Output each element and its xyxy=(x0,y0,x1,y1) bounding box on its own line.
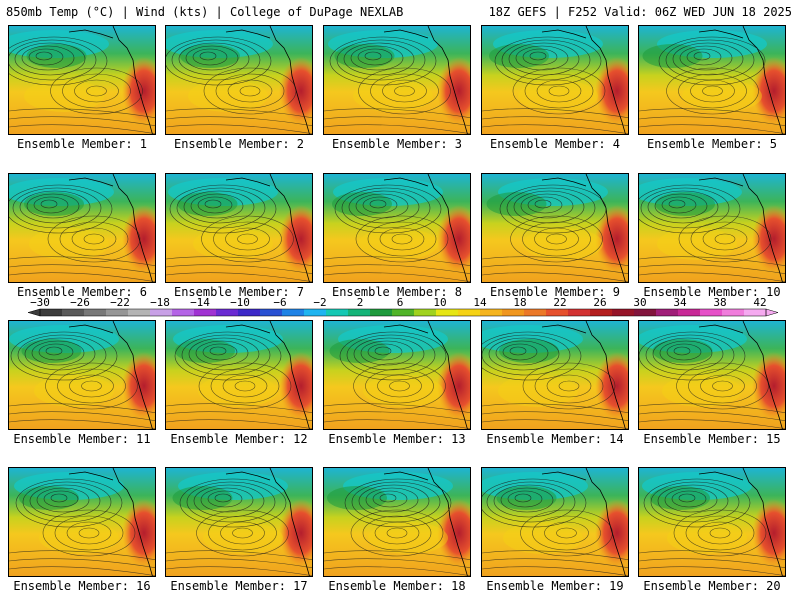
ensemble-member-map xyxy=(638,320,786,430)
ensemble-member-label: Ensemble Member: 2 xyxy=(173,137,305,151)
ensemble-member-label: Ensemble Member: 1 xyxy=(16,137,148,151)
colorbar-segment xyxy=(678,309,701,316)
colorbar-segment xyxy=(480,309,503,316)
ensemble-member-map xyxy=(481,320,629,430)
colorbar-segment xyxy=(392,309,415,316)
temperature-colorbar: −30 −26 −22 −18 −14 −10 −6 −2 2 6 10 14 18 22 26 30 34 38… xyxy=(27,296,779,317)
colorbar-tick-label: 22 xyxy=(553,296,566,309)
colorbar-tick-label: −14 xyxy=(190,296,210,309)
colorbar-segment xyxy=(194,309,217,316)
ensemble-member-label: Ensemble Member: 16 xyxy=(13,579,151,593)
ensemble-member-map xyxy=(638,173,786,283)
colorbar-tick-label: −2 xyxy=(313,296,326,309)
colorbar-segment xyxy=(612,309,635,316)
ensemble-member-label: Ensemble Member: 19 xyxy=(486,579,624,593)
colorbar-tick-label: 2 xyxy=(357,296,364,309)
colorbar-segment xyxy=(722,309,745,316)
colorbar-segment xyxy=(84,309,107,316)
colorbar-tick-label: −26 xyxy=(70,296,90,309)
ensemble-member-label: Ensemble Member: 14 xyxy=(486,432,624,446)
ensemble-member-label: Ensemble Member: 6 xyxy=(16,285,148,299)
colorbar-segment xyxy=(128,309,151,316)
ensemble-member-label: Ensemble Member: 17 xyxy=(170,579,308,593)
ensemble-member-map xyxy=(165,25,313,135)
colorbar-segment xyxy=(238,309,261,316)
colorbar-tick-label: 42 xyxy=(753,296,766,309)
colorbar-segment xyxy=(546,309,569,316)
colorbar-segment xyxy=(590,309,613,316)
ensemble-member-label: Ensemble Member: 9 xyxy=(489,285,621,299)
colorbar-segment xyxy=(348,309,371,316)
colorbar-segment xyxy=(634,309,657,316)
colorbar-tick-label: −6 xyxy=(273,296,286,309)
ensemble-member-map xyxy=(323,467,471,577)
colorbar-segment xyxy=(458,309,481,316)
colorbar-tick-label: 6 xyxy=(397,296,404,309)
colorbar-tick-label: 34 xyxy=(673,296,687,309)
ensemble-member-label: Ensemble Member: 7 xyxy=(173,285,305,299)
ensemble-member-map xyxy=(8,320,156,430)
ensemble-member-label: Ensemble Member: 18 xyxy=(328,579,466,593)
colorbar-segment xyxy=(370,309,393,316)
colorbar-outline xyxy=(39,308,767,317)
ensemble-member-map xyxy=(481,25,629,135)
colorbar-segment xyxy=(568,309,591,316)
ensemble-member-label: Ensemble Member: 4 xyxy=(489,137,621,151)
colorbar-segment xyxy=(304,309,327,316)
ensemble-member-map xyxy=(638,25,786,135)
ensemble-member-map xyxy=(8,467,156,577)
colorbar-tick-label: 26 xyxy=(593,296,606,309)
colorbar-segment xyxy=(524,309,547,316)
colorbar-tick-label: −18 xyxy=(150,296,170,309)
colorbar-segment xyxy=(172,309,195,316)
ensemble-member-map xyxy=(323,25,471,135)
ensemble-member-label: Ensemble Member: 13 xyxy=(328,432,466,446)
colorbar-segment xyxy=(326,309,349,316)
ensemble-member-label: Ensemble Member: 15 xyxy=(643,432,781,446)
ensemble-member-label: Ensemble Member: 11 xyxy=(13,432,151,446)
ensemble-member-map xyxy=(638,467,786,577)
colorbar-tick-label: −22 xyxy=(110,296,130,309)
colorbar-tick-label: 10 xyxy=(433,296,446,309)
header-run-info: 18Z GEFS | F252 Valid: 06Z WED JUN 18 20… xyxy=(488,5,792,19)
colorbar-segment xyxy=(150,309,173,316)
ensemble-member-map xyxy=(165,320,313,430)
ensemble-member-map xyxy=(323,320,471,430)
colorbar-segment xyxy=(502,309,525,316)
colorbar-tick-label: 14 xyxy=(473,296,487,309)
colorbar-segment xyxy=(744,309,767,316)
colorbar-min-arrow xyxy=(27,308,41,317)
colorbar-segment xyxy=(40,309,63,316)
ensemble-member-map xyxy=(165,467,313,577)
colorbar-tick-label: 30 xyxy=(633,296,646,309)
ensemble-member-map xyxy=(481,173,629,283)
ensemble-member-map xyxy=(165,173,313,283)
colorbar-tick-label: 18 xyxy=(513,296,526,309)
colorbar-segment xyxy=(282,309,305,316)
colorbar-segment xyxy=(436,309,459,316)
ensemble-member-map xyxy=(8,173,156,283)
ensemble-member-label: Ensemble Member: 12 xyxy=(170,432,308,446)
ensemble-member-label: Ensemble Member: 5 xyxy=(646,137,778,151)
ensemble-member-label: Ensemble Member: 10 xyxy=(643,285,781,299)
ensemble-member-map xyxy=(8,25,156,135)
colorbar-tick-label: 38 xyxy=(713,296,726,309)
colorbar-segment xyxy=(260,309,283,316)
colorbar-segment xyxy=(106,309,129,316)
colorbar-segment xyxy=(62,309,85,316)
colorbar-max-arrow xyxy=(765,308,779,317)
colorbar-segment xyxy=(700,309,723,316)
ensemble-member-label: Ensemble Member: 8 xyxy=(331,285,463,299)
ensemble-member-map xyxy=(481,467,629,577)
colorbar-segment xyxy=(656,309,679,316)
colorbar-tick-label: −10 xyxy=(230,296,250,309)
colorbar-segment xyxy=(414,309,437,316)
colorbar-segment xyxy=(216,309,239,316)
ensemble-member-map xyxy=(323,173,471,283)
ensemble-member-label: Ensemble Member: 3 xyxy=(331,137,463,151)
header-title: 850mb Temp (°C) | Wind (kts) | College o… xyxy=(6,5,404,19)
ensemble-member-label: Ensemble Member: 20 xyxy=(643,579,781,593)
colorbar-tick-label: −30 xyxy=(30,296,50,309)
